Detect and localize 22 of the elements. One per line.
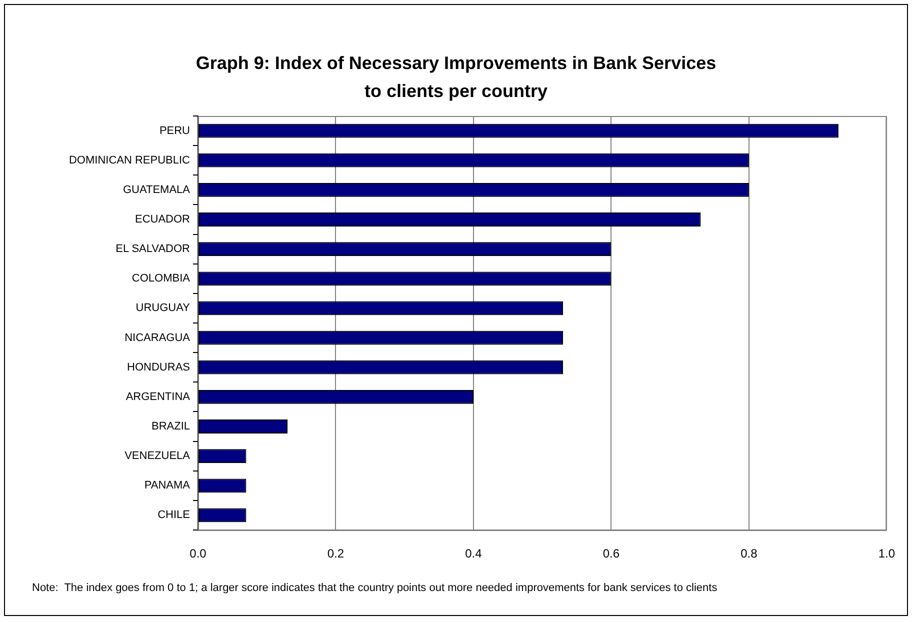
x-tick-label: 0.6	[602, 546, 620, 561]
chart-title: Graph 9: Index of Necessary Improvements in Bank Services to clients per country	[194, 52, 718, 103]
x-tick-label: 0.8	[740, 546, 758, 561]
y-tick-label: COLOMBIA	[132, 272, 191, 285]
x-tick-label: 1.0	[878, 546, 896, 561]
y-tick-label: EL SALVADOR	[116, 243, 190, 256]
y-tick-label: GUATEMALA	[122, 184, 191, 196]
x-tick-label: 0.4	[465, 546, 482, 561]
y-tick-label: DOMINICAN REPUBLIC	[68, 154, 190, 166]
y-tick-label: BRAZIL	[151, 420, 190, 433]
y-tick-label: VENEZUELA	[124, 450, 191, 462]
x-tick-label: 0.0	[190, 546, 207, 561]
y-tick-label: ECUADOR	[134, 214, 190, 226]
y-tick-label: HONDURAS	[127, 361, 190, 374]
y-tick-label: URUGUAY	[136, 302, 191, 314]
y-tick-label: PERU	[159, 124, 190, 137]
text: Note: The index goes from 0 to 1; a larger score indicates that the country points out more needed improvements for bank services to clients	[32, 582, 718, 594]
y-tick-label: CHILE	[158, 509, 190, 522]
y-tick-label: NICARAGUA	[124, 332, 191, 344]
x-tick-label: 0.2	[327, 546, 344, 561]
y-tick-label: PANAMA	[144, 480, 191, 492]
y-tick-label: ARGENTINA	[126, 390, 191, 403]
